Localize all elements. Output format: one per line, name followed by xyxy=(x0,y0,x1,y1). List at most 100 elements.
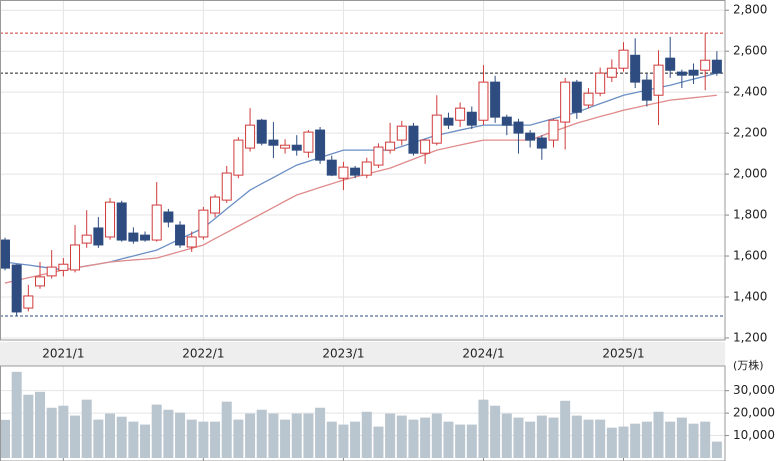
volume-bar xyxy=(408,419,419,458)
volume-bar xyxy=(105,413,116,458)
volume-bar xyxy=(536,415,547,458)
candle-body xyxy=(455,107,466,121)
volume-bar xyxy=(676,417,687,458)
candle-body xyxy=(571,81,582,113)
volume-bar xyxy=(81,399,92,458)
volume-bar xyxy=(431,413,442,458)
candle-body xyxy=(700,59,711,71)
volume-bar xyxy=(280,419,291,458)
candle-body xyxy=(618,49,629,69)
volume-bar xyxy=(256,409,267,458)
y-tick-label: 20,000 xyxy=(733,406,775,420)
volume-bar xyxy=(93,419,104,458)
volume-bar xyxy=(525,421,536,458)
y-tick-label: 2,400 xyxy=(733,85,767,99)
y-tick-label: 1,600 xyxy=(733,249,767,263)
candle-body xyxy=(35,276,46,287)
volume-bar xyxy=(291,413,302,458)
candle-body xyxy=(466,111,477,126)
volume-bar xyxy=(548,417,559,458)
volume-bar xyxy=(501,413,512,458)
candle-body xyxy=(11,264,22,313)
candle-body xyxy=(595,72,606,94)
candle-body xyxy=(408,125,419,154)
candle-body xyxy=(338,166,349,179)
volume-bar xyxy=(490,405,501,458)
candle-body xyxy=(70,244,81,271)
candle-body xyxy=(536,137,547,149)
x-tick-label: 2025/1 xyxy=(602,347,644,361)
y-tick-label: 2,600 xyxy=(733,44,767,58)
candle-body xyxy=(711,59,722,74)
x-tick-label: 2022/1 xyxy=(182,347,224,361)
volume-bar xyxy=(385,413,396,458)
volume-bar xyxy=(443,421,454,458)
candle-body xyxy=(630,54,641,83)
volume-bar xyxy=(350,421,361,458)
volume-bar xyxy=(233,419,244,458)
candle-body xyxy=(478,81,489,121)
y-tick-label: 30,000 xyxy=(733,383,775,397)
volume-bar xyxy=(630,423,641,458)
candle-body xyxy=(58,263,69,271)
candle-body xyxy=(175,224,186,246)
y-tick-label: 1,400 xyxy=(733,289,767,303)
candle-body xyxy=(303,131,314,153)
volume-bar xyxy=(361,411,372,458)
y-tick-label: 1,800 xyxy=(733,208,767,222)
candle-body xyxy=(326,159,337,176)
candle-body xyxy=(116,202,127,241)
volume-bar xyxy=(420,417,431,458)
volume-bar xyxy=(560,400,571,458)
date-band xyxy=(0,342,725,366)
candle-body xyxy=(210,196,221,214)
candle-body xyxy=(560,81,571,123)
volume-bar xyxy=(455,424,466,458)
plot-border xyxy=(0,0,726,341)
candle-body xyxy=(256,119,267,144)
volume-bar xyxy=(711,441,722,458)
volume-bar xyxy=(35,391,46,458)
volume-bar xyxy=(175,412,186,458)
candle-body xyxy=(280,144,291,149)
volume-bar xyxy=(128,421,139,458)
candle-body xyxy=(420,139,431,154)
y-tick-label: 2,200 xyxy=(733,126,767,140)
candle-body xyxy=(268,139,279,146)
candle-body xyxy=(606,67,617,78)
candle-body xyxy=(105,201,116,238)
volume-bar xyxy=(11,371,22,458)
candle-body xyxy=(0,239,10,269)
candle-body xyxy=(221,172,232,201)
volume-bar xyxy=(268,413,279,458)
volume-bar xyxy=(140,424,151,458)
volume-bar xyxy=(163,409,174,458)
candle-body xyxy=(373,146,384,166)
candle-body xyxy=(46,266,57,277)
candle-body xyxy=(525,132,536,141)
volume-bar xyxy=(396,415,407,458)
volume-bar xyxy=(653,411,664,458)
y-tick-label: 2,000 xyxy=(733,167,767,181)
candle-body xyxy=(501,116,512,126)
candle-body xyxy=(653,64,664,96)
volume-bar xyxy=(198,421,209,458)
candle-body xyxy=(350,167,361,176)
candle-body xyxy=(198,209,209,238)
candle-body xyxy=(665,57,676,71)
volume-bar xyxy=(245,413,256,458)
candle-body xyxy=(548,119,559,141)
candle-body xyxy=(688,69,699,76)
x-tick-label: 2021/1 xyxy=(42,347,84,361)
volume-bar xyxy=(571,415,582,458)
volume-bar xyxy=(221,401,232,458)
volume-bar xyxy=(665,421,676,458)
volume-bar xyxy=(315,407,326,458)
candle-body xyxy=(490,81,501,118)
volume-bar xyxy=(326,421,337,458)
volume-bar xyxy=(70,415,81,458)
volume-bar xyxy=(606,427,617,458)
candle-body xyxy=(23,295,34,309)
x-tick-label: 2023/1 xyxy=(322,347,364,361)
